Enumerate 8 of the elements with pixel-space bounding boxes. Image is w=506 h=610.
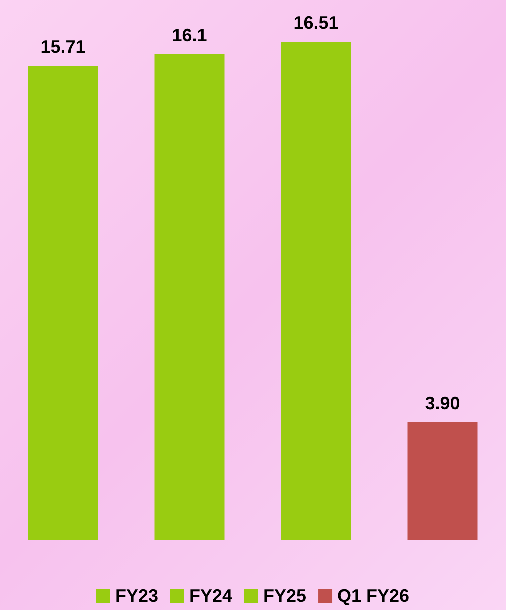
data-label: 16.51 <box>294 13 339 33</box>
legend-label: FY25 <box>263 586 307 606</box>
data-label: 3.90 <box>425 393 460 414</box>
legend-label: FY24 <box>189 586 232 606</box>
legend-label: FY23 <box>115 586 158 606</box>
data-label: 16.1 <box>172 25 208 46</box>
data-label: 15.71 <box>40 37 86 58</box>
legend-label: Q1 FY26 <box>338 586 410 606</box>
